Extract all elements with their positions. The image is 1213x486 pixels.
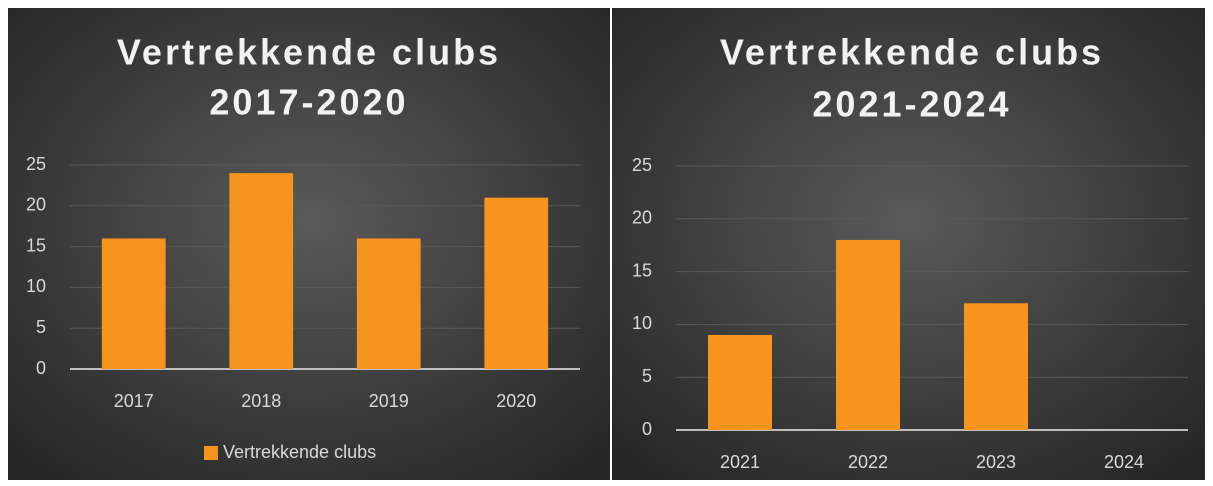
legend-label: Vertrekkende clubs <box>223 442 376 462</box>
x-tick-label: 2017 <box>114 391 154 411</box>
x-tick-label: 2021 <box>720 452 760 472</box>
y-tick-label: 0 <box>642 419 652 439</box>
y-tick-label: 5 <box>36 317 46 337</box>
chart-title: Vertrekkende clubs <box>117 32 501 73</box>
y-tick-label: 20 <box>632 208 652 228</box>
x-tick-label: 2018 <box>241 391 281 411</box>
legend-swatch <box>204 446 218 460</box>
y-tick-label: 15 <box>632 260 652 280</box>
y-tick-label: 5 <box>642 366 652 386</box>
x-tick-label: 2019 <box>369 391 409 411</box>
x-tick-label: 2020 <box>496 391 536 411</box>
bar <box>836 239 900 430</box>
bar <box>356 238 421 369</box>
y-tick-label: 25 <box>26 154 46 174</box>
chart-background <box>612 8 1205 480</box>
chart-title: 2017-2020 <box>209 82 408 123</box>
y-tick-label: 10 <box>632 313 652 333</box>
chart-title: 2021-2024 <box>812 84 1011 125</box>
y-tick-label: 0 <box>36 358 46 378</box>
bar <box>708 334 772 430</box>
x-tick-label: 2024 <box>1104 452 1144 472</box>
x-tick-label: 2023 <box>976 452 1016 472</box>
bar <box>229 173 294 369</box>
y-tick-label: 15 <box>26 235 46 255</box>
bar <box>964 303 1028 430</box>
y-tick-label: 20 <box>26 195 46 215</box>
y-tick-label: 10 <box>26 276 46 296</box>
x-tick-label: 2022 <box>848 452 888 472</box>
chart-title: Vertrekkende clubs <box>720 32 1104 73</box>
bar <box>484 197 549 369</box>
bar <box>101 238 166 369</box>
y-tick-label: 25 <box>632 155 652 175</box>
